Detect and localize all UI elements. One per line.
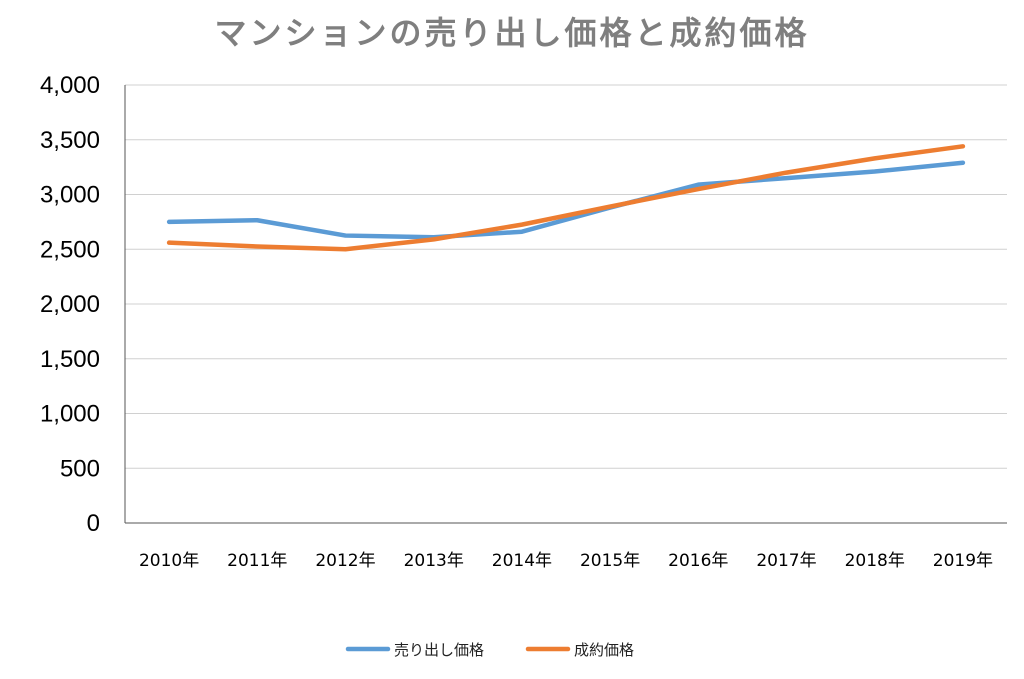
x-tick-label: 2018年 [845,551,905,571]
y-tick-label: 3,000 [40,182,100,209]
legend: 売り出し価格 成約価格 [345,641,634,659]
x-tick-label: 2017年 [756,551,816,571]
y-tick-label: 3,500 [40,127,100,154]
gridlines [125,84,1007,469]
legend-label: 成約価格 [574,641,634,659]
x-tick-label: 2015年 [580,551,640,571]
series-line-2 [166,144,966,252]
x-tick-label: 2010年 [139,551,199,571]
x-tick-label: 2019年 [933,551,993,571]
legend-item: 売り出し価格 [345,641,484,659]
x-tick-label: 2011年 [227,551,287,571]
legend-label: 売り出し価格 [394,641,484,659]
axes [124,85,1007,524]
y-tick-label: 0 [87,510,100,537]
y-tick-label: 500 [60,455,100,482]
x-axis-ticks: 2010年 2011年 2012年 2013年 2014年 2015年 2016年 2017年… [139,551,993,571]
x-tick-label: 2012年 [315,551,375,571]
y-tick-label: 4,000 [40,72,100,99]
series-line-1 [166,160,966,240]
y-tick-label: 1,000 [40,401,100,428]
series-lines [166,144,966,252]
legend-item: 成約価格 [525,641,634,659]
y-tick-label: 2,500 [40,236,100,263]
x-tick-label: 2014年 [492,551,552,571]
x-tick-label: 2016年 [668,551,728,571]
y-tick-label: 2,000 [40,291,100,318]
y-axis-ticks: 0 500 1,000 1,500 2,000 2,500 3,000 3,500 4,000 [40,72,100,537]
chart-title: マンションの売り出し価格と成約価格 [214,14,810,52]
y-tick-label: 1,500 [40,346,100,373]
x-tick-label: 2013年 [404,551,464,571]
